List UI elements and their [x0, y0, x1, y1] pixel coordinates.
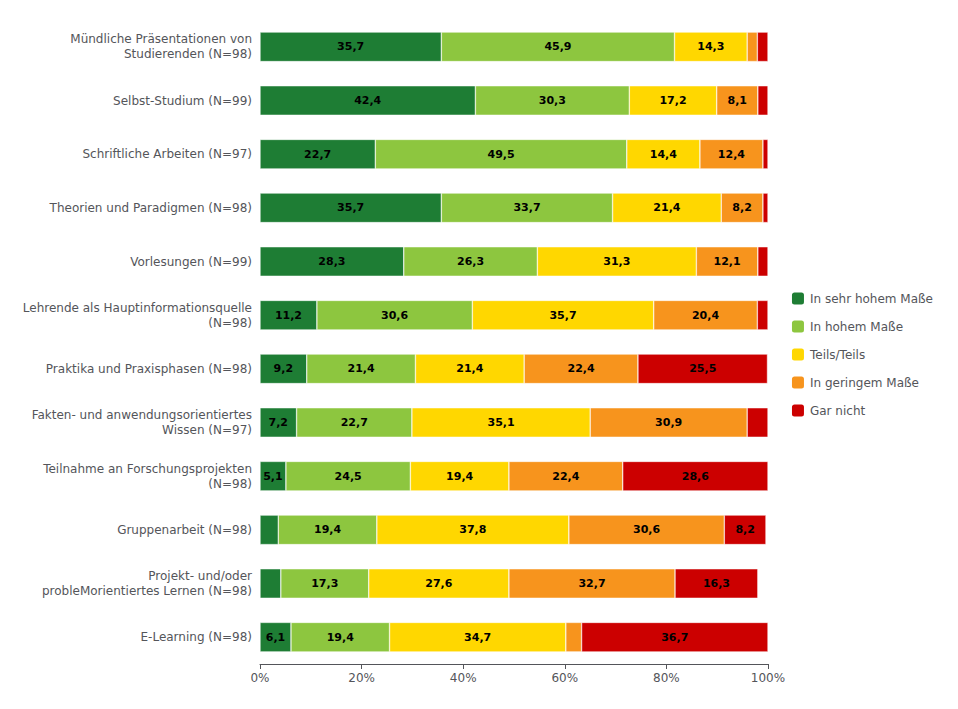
svg-text:Wissen (N=97): Wissen (N=97) — [162, 423, 252, 437]
svg-text:In sehr hohem Maße: In sehr hohem Maße — [810, 292, 933, 306]
svg-text:0%: 0% — [250, 671, 269, 685]
svg-text:36,7: 36,7 — [661, 631, 688, 644]
svg-text:In geringem Maße: In geringem Maße — [810, 376, 919, 390]
svg-text:16,3: 16,3 — [703, 577, 730, 590]
svg-text:24,5: 24,5 — [335, 470, 362, 483]
svg-text:Schriftliche Arbeiten (N=97): Schriftliche Arbeiten (N=97) — [82, 147, 252, 161]
svg-text:Gar nicht: Gar nicht — [810, 404, 866, 418]
svg-text:8,2: 8,2 — [735, 523, 755, 536]
svg-text:35,1: 35,1 — [487, 416, 514, 429]
svg-text:Teilnahme an Forschungsprojekt: Teilnahme an Forschungsprojekten — [42, 462, 252, 476]
svg-text:49,5: 49,5 — [487, 148, 514, 161]
svg-text:In hohem Maße: In hohem Maße — [810, 320, 903, 334]
svg-text:probleMorientiertes Lernen (N=: probleMorientiertes Lernen (N=98) — [42, 584, 252, 598]
svg-text:(N=98): (N=98) — [208, 477, 252, 491]
svg-text:40%: 40% — [450, 671, 477, 685]
svg-text:11,2: 11,2 — [275, 309, 302, 322]
svg-text:30,6: 30,6 — [381, 309, 408, 322]
svg-text:8,2: 8,2 — [732, 201, 752, 214]
svg-text:45,9: 45,9 — [544, 40, 571, 53]
svg-text:Praktika und Praxisphasen (N=9: Praktika und Praxisphasen (N=98) — [46, 362, 252, 376]
svg-text:22,7: 22,7 — [341, 416, 368, 429]
svg-text:30,6: 30,6 — [633, 523, 660, 536]
svg-text:Mündliche Präsentationen von: Mündliche Präsentationen von — [70, 32, 252, 46]
svg-text:21,4: 21,4 — [456, 362, 483, 375]
svg-text:35,7: 35,7 — [337, 40, 364, 53]
svg-text:Vorlesungen (N=99): Vorlesungen (N=99) — [130, 255, 252, 269]
svg-text:26,3: 26,3 — [457, 255, 484, 268]
svg-text:22,7: 22,7 — [304, 148, 331, 161]
svg-text:100%: 100% — [751, 671, 785, 685]
svg-text:7,2: 7,2 — [269, 416, 289, 429]
svg-text:Fakten- und anwendungsorientie: Fakten- und anwendungsorientiertes — [32, 408, 252, 422]
svg-text:30,9: 30,9 — [655, 416, 682, 429]
svg-text:42,4: 42,4 — [354, 94, 381, 107]
svg-text:E-Learning (N=98): E-Learning (N=98) — [141, 630, 253, 644]
svg-text:35,7: 35,7 — [549, 309, 576, 322]
svg-text:Projekt- und/oder: Projekt- und/oder — [148, 569, 252, 583]
svg-text:19,4: 19,4 — [314, 523, 341, 536]
svg-text:21,4: 21,4 — [653, 201, 680, 214]
svg-text:32,7: 32,7 — [578, 577, 605, 590]
svg-text:5,1: 5,1 — [263, 470, 283, 483]
svg-text:30,3: 30,3 — [539, 94, 566, 107]
svg-text:(N=98): (N=98) — [208, 316, 252, 330]
svg-text:Gruppenarbeit (N=98): Gruppenarbeit (N=98) — [117, 523, 252, 537]
svg-text:34,7: 34,7 — [464, 631, 491, 644]
svg-text:33,7: 33,7 — [513, 201, 540, 214]
svg-text:Teils/Teils: Teils/Teils — [809, 348, 865, 362]
svg-text:Studierenden (N=98): Studierenden (N=98) — [124, 47, 252, 61]
svg-text:12,1: 12,1 — [714, 255, 741, 268]
svg-text:28,6: 28,6 — [682, 470, 709, 483]
svg-text:12,4: 12,4 — [718, 148, 745, 161]
svg-text:22,4: 22,4 — [552, 470, 579, 483]
svg-text:31,3: 31,3 — [603, 255, 630, 268]
svg-text:8,1: 8,1 — [728, 94, 748, 107]
svg-text:25,5: 25,5 — [689, 362, 716, 375]
svg-text:Lehrende als Hauptinformations: Lehrende als Hauptinformationsquelle — [23, 301, 252, 315]
svg-text:28,3: 28,3 — [318, 255, 345, 268]
svg-text:22,4: 22,4 — [567, 362, 594, 375]
svg-text:Theorien und Paradigmen (N=98): Theorien und Paradigmen (N=98) — [49, 201, 252, 215]
svg-text:14,4: 14,4 — [650, 148, 677, 161]
svg-text:27,6: 27,6 — [425, 577, 452, 590]
svg-text:37,8: 37,8 — [459, 523, 486, 536]
svg-text:20%: 20% — [348, 671, 375, 685]
svg-text:14,3: 14,3 — [697, 40, 724, 53]
svg-text:19,4: 19,4 — [327, 631, 354, 644]
svg-text:9,2: 9,2 — [274, 362, 294, 375]
svg-text:35,7: 35,7 — [337, 201, 364, 214]
svg-text:19,4: 19,4 — [446, 470, 473, 483]
svg-text:Selbst-Studium (N=99): Selbst-Studium (N=99) — [113, 94, 252, 108]
svg-text:60%: 60% — [551, 671, 578, 685]
svg-text:80%: 80% — [653, 671, 680, 685]
svg-text:6,1: 6,1 — [266, 631, 286, 644]
svg-text:20,4: 20,4 — [692, 309, 719, 322]
svg-text:21,4: 21,4 — [348, 362, 375, 375]
svg-text:17,3: 17,3 — [311, 577, 338, 590]
svg-text:17,2: 17,2 — [659, 94, 686, 107]
